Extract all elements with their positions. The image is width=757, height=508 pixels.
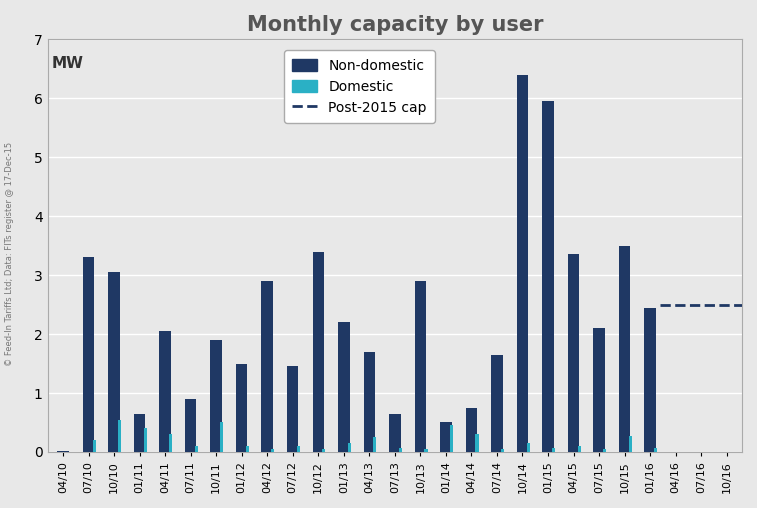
Bar xyxy=(578,446,581,452)
Bar xyxy=(475,434,478,452)
Bar xyxy=(287,366,298,452)
Legend: Non-domestic, Domestic, Post-2015 cap: Non-domestic, Domestic, Post-2015 cap xyxy=(284,50,435,123)
Bar xyxy=(83,258,95,452)
Bar xyxy=(159,331,171,452)
Bar xyxy=(134,414,145,452)
Bar xyxy=(185,399,196,452)
Bar xyxy=(236,364,248,452)
Bar xyxy=(363,352,375,452)
Bar xyxy=(348,443,351,452)
Bar xyxy=(210,340,222,452)
Bar xyxy=(297,446,300,452)
Bar xyxy=(322,449,326,452)
Bar xyxy=(425,449,428,452)
Bar xyxy=(389,414,400,452)
Bar xyxy=(517,75,528,452)
Bar xyxy=(593,328,605,452)
Bar xyxy=(415,281,426,452)
Bar xyxy=(654,448,657,452)
Bar xyxy=(628,436,632,452)
Title: Monthly capacity by user: Monthly capacity by user xyxy=(247,15,543,35)
Bar xyxy=(261,281,273,452)
Bar xyxy=(118,420,121,452)
Bar xyxy=(440,423,452,452)
Bar xyxy=(246,446,249,452)
Bar xyxy=(271,449,274,452)
Bar xyxy=(195,446,198,452)
Bar xyxy=(338,322,350,452)
Text: © Feed-In Tariffs Ltd; Data: FITs register @ 17-Dec-15: © Feed-In Tariffs Ltd; Data: FITs regist… xyxy=(5,142,14,366)
Bar xyxy=(373,437,376,452)
Bar xyxy=(313,251,324,452)
Bar xyxy=(58,451,69,452)
Post-2015 cap xyxy=(656,302,665,308)
Bar xyxy=(220,423,223,452)
Bar xyxy=(542,101,553,452)
Bar xyxy=(618,246,631,452)
Post-2015 cap xyxy=(737,302,746,308)
Text: MW: MW xyxy=(51,56,83,71)
Bar xyxy=(466,408,477,452)
Bar xyxy=(108,272,120,452)
Bar xyxy=(144,428,147,452)
Bar xyxy=(169,434,173,452)
Bar xyxy=(527,443,530,452)
Bar xyxy=(603,449,606,452)
Bar xyxy=(399,448,402,452)
Bar xyxy=(92,440,95,452)
Bar xyxy=(568,255,579,452)
Bar xyxy=(491,355,503,452)
Bar xyxy=(552,448,555,452)
Bar xyxy=(644,307,656,452)
Bar xyxy=(501,449,504,452)
Bar xyxy=(450,425,453,452)
